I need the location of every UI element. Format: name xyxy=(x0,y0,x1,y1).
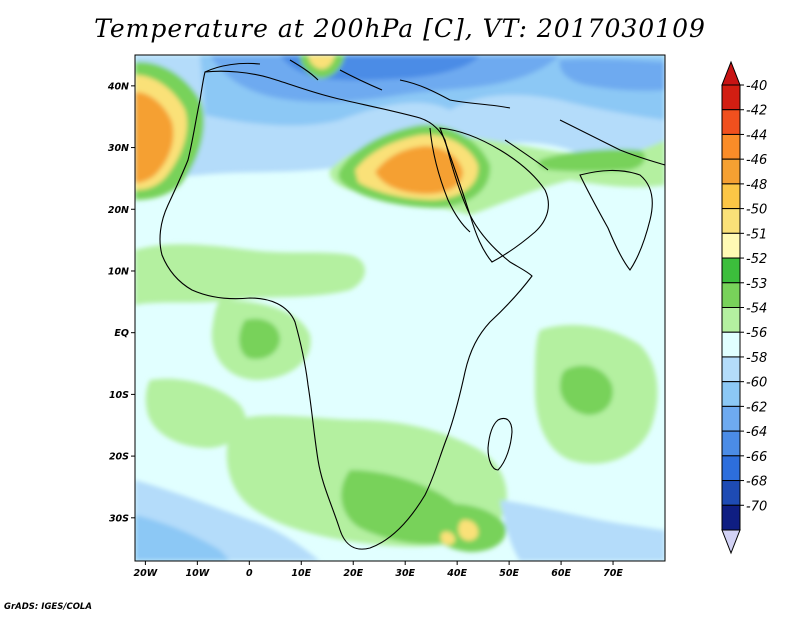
lon-tick-label: 70E xyxy=(603,568,623,579)
colorbar-swatch xyxy=(721,232,741,259)
colorbar-label: -50 xyxy=(746,203,767,218)
colorbar: -40 -42 -44 -46 -48 -50 -51 -52 -53 -54 -56 -58 -60 -… xyxy=(721,60,767,555)
lon-tick-label: 40E xyxy=(446,568,467,579)
colorbar-label: -53 xyxy=(746,277,767,292)
longitude-axis: 20W 10W 0 10E 20E 30E 40E 50E 60E 70E xyxy=(134,561,623,579)
colorbar-label: -46 xyxy=(746,153,767,168)
warm-spot-mediterranean-inner xyxy=(308,55,335,70)
colorbar-label: -48 xyxy=(746,178,767,193)
colorbar-swatch xyxy=(721,381,741,407)
colorbar-label: -40 xyxy=(746,79,767,94)
colorbar-label: -62 xyxy=(746,400,767,415)
colorbar-swatch xyxy=(721,257,741,284)
cold-band-south-east xyxy=(500,500,665,561)
warm-spot-south-west xyxy=(440,531,456,545)
colorbar-swatch xyxy=(721,331,741,358)
green-patch-indian-ocean-inner xyxy=(560,365,613,415)
colorbar-swatch xyxy=(721,430,741,457)
lat-tick-label: 30N xyxy=(108,143,129,154)
warm-spot-south-east xyxy=(458,519,479,541)
cold-patch-east xyxy=(559,59,665,91)
lon-tick-label: 30E xyxy=(395,568,415,579)
lat-tick-label: 40N xyxy=(107,81,129,92)
green-band-arabia xyxy=(538,149,646,172)
colorbar-label: -66 xyxy=(746,450,767,465)
colorbar-label: -64 xyxy=(746,425,767,440)
lon-tick-label: 20W xyxy=(134,568,158,579)
colorbar-bottom-arrow xyxy=(721,529,741,555)
latitude-axis: 40N 30N 20N 10N EQ 10S 20S 30S xyxy=(107,81,135,524)
colorbar-label: -60 xyxy=(746,376,767,391)
mediterranean-north-coast xyxy=(204,59,511,109)
map-title: Temperature at 200hPa [C], VT: 201703010… xyxy=(94,14,706,43)
warm-patch-atlantic-orange xyxy=(135,92,174,183)
colorbar-label: -51 xyxy=(746,227,767,242)
lat-tick-label: 20S xyxy=(109,452,129,463)
colorbar-label: -58 xyxy=(746,351,767,366)
colorbar-swatch xyxy=(721,504,741,531)
colorbar-label: -70 xyxy=(746,499,767,514)
persian-gulf-coastline xyxy=(504,119,665,171)
lat-tick-label: EQ xyxy=(114,328,129,339)
colorbar-label: -44 xyxy=(746,128,767,143)
coastlines xyxy=(159,59,665,550)
lon-tick-label: 10E xyxy=(291,568,311,579)
colorbar-swatch xyxy=(721,109,741,135)
lat-tick-label: 30S xyxy=(109,513,129,524)
colorbar-swatch xyxy=(721,158,741,185)
lon-tick-label: 20E xyxy=(343,568,363,579)
colorbar-swatch xyxy=(721,133,741,160)
grads-credit: GrADS: IGES/COLA xyxy=(4,602,92,612)
colorbar-swatch xyxy=(721,208,741,234)
arabia-coastline xyxy=(439,127,549,263)
lat-tick-label: 20N xyxy=(108,205,129,216)
temperature-field xyxy=(135,55,665,561)
colorbar-swatch xyxy=(721,282,741,308)
colorbar-swatch xyxy=(721,405,741,432)
lon-tick-label: 0 xyxy=(246,568,253,579)
colorbar-label: -56 xyxy=(746,326,767,341)
colorbar-label: -42 xyxy=(746,104,767,119)
colorbar-swatch xyxy=(721,455,741,482)
colorbar-swatch xyxy=(721,183,741,210)
lat-tick-label: 10S xyxy=(109,390,129,401)
colorbar-swatch xyxy=(721,84,741,111)
colorbar-swatch xyxy=(721,480,741,506)
africa-coastline xyxy=(159,70,533,550)
plot-frame xyxy=(134,54,666,562)
colorbar-label: -54 xyxy=(746,302,767,317)
colorbar-label: -68 xyxy=(746,475,767,490)
lon-tick-label: 50E xyxy=(499,568,519,579)
colorbar-swatch xyxy=(721,307,741,333)
green-patch-gulf-guinea-inner xyxy=(239,318,280,360)
india-coastline xyxy=(579,169,653,271)
green-patch-atlantic-south xyxy=(145,378,246,448)
madagascar-coastline xyxy=(487,417,513,471)
red-sea-coastline xyxy=(429,127,471,233)
colorbar-label: -52 xyxy=(746,252,767,267)
colorbar-swatch xyxy=(721,356,741,383)
lon-tick-label: 10W xyxy=(186,568,210,579)
lat-tick-label: 10N xyxy=(108,266,129,277)
cold-band-south-inner xyxy=(135,515,230,561)
colorbar-top-arrow xyxy=(721,60,741,86)
lon-tick-label: 60E xyxy=(551,568,571,579)
